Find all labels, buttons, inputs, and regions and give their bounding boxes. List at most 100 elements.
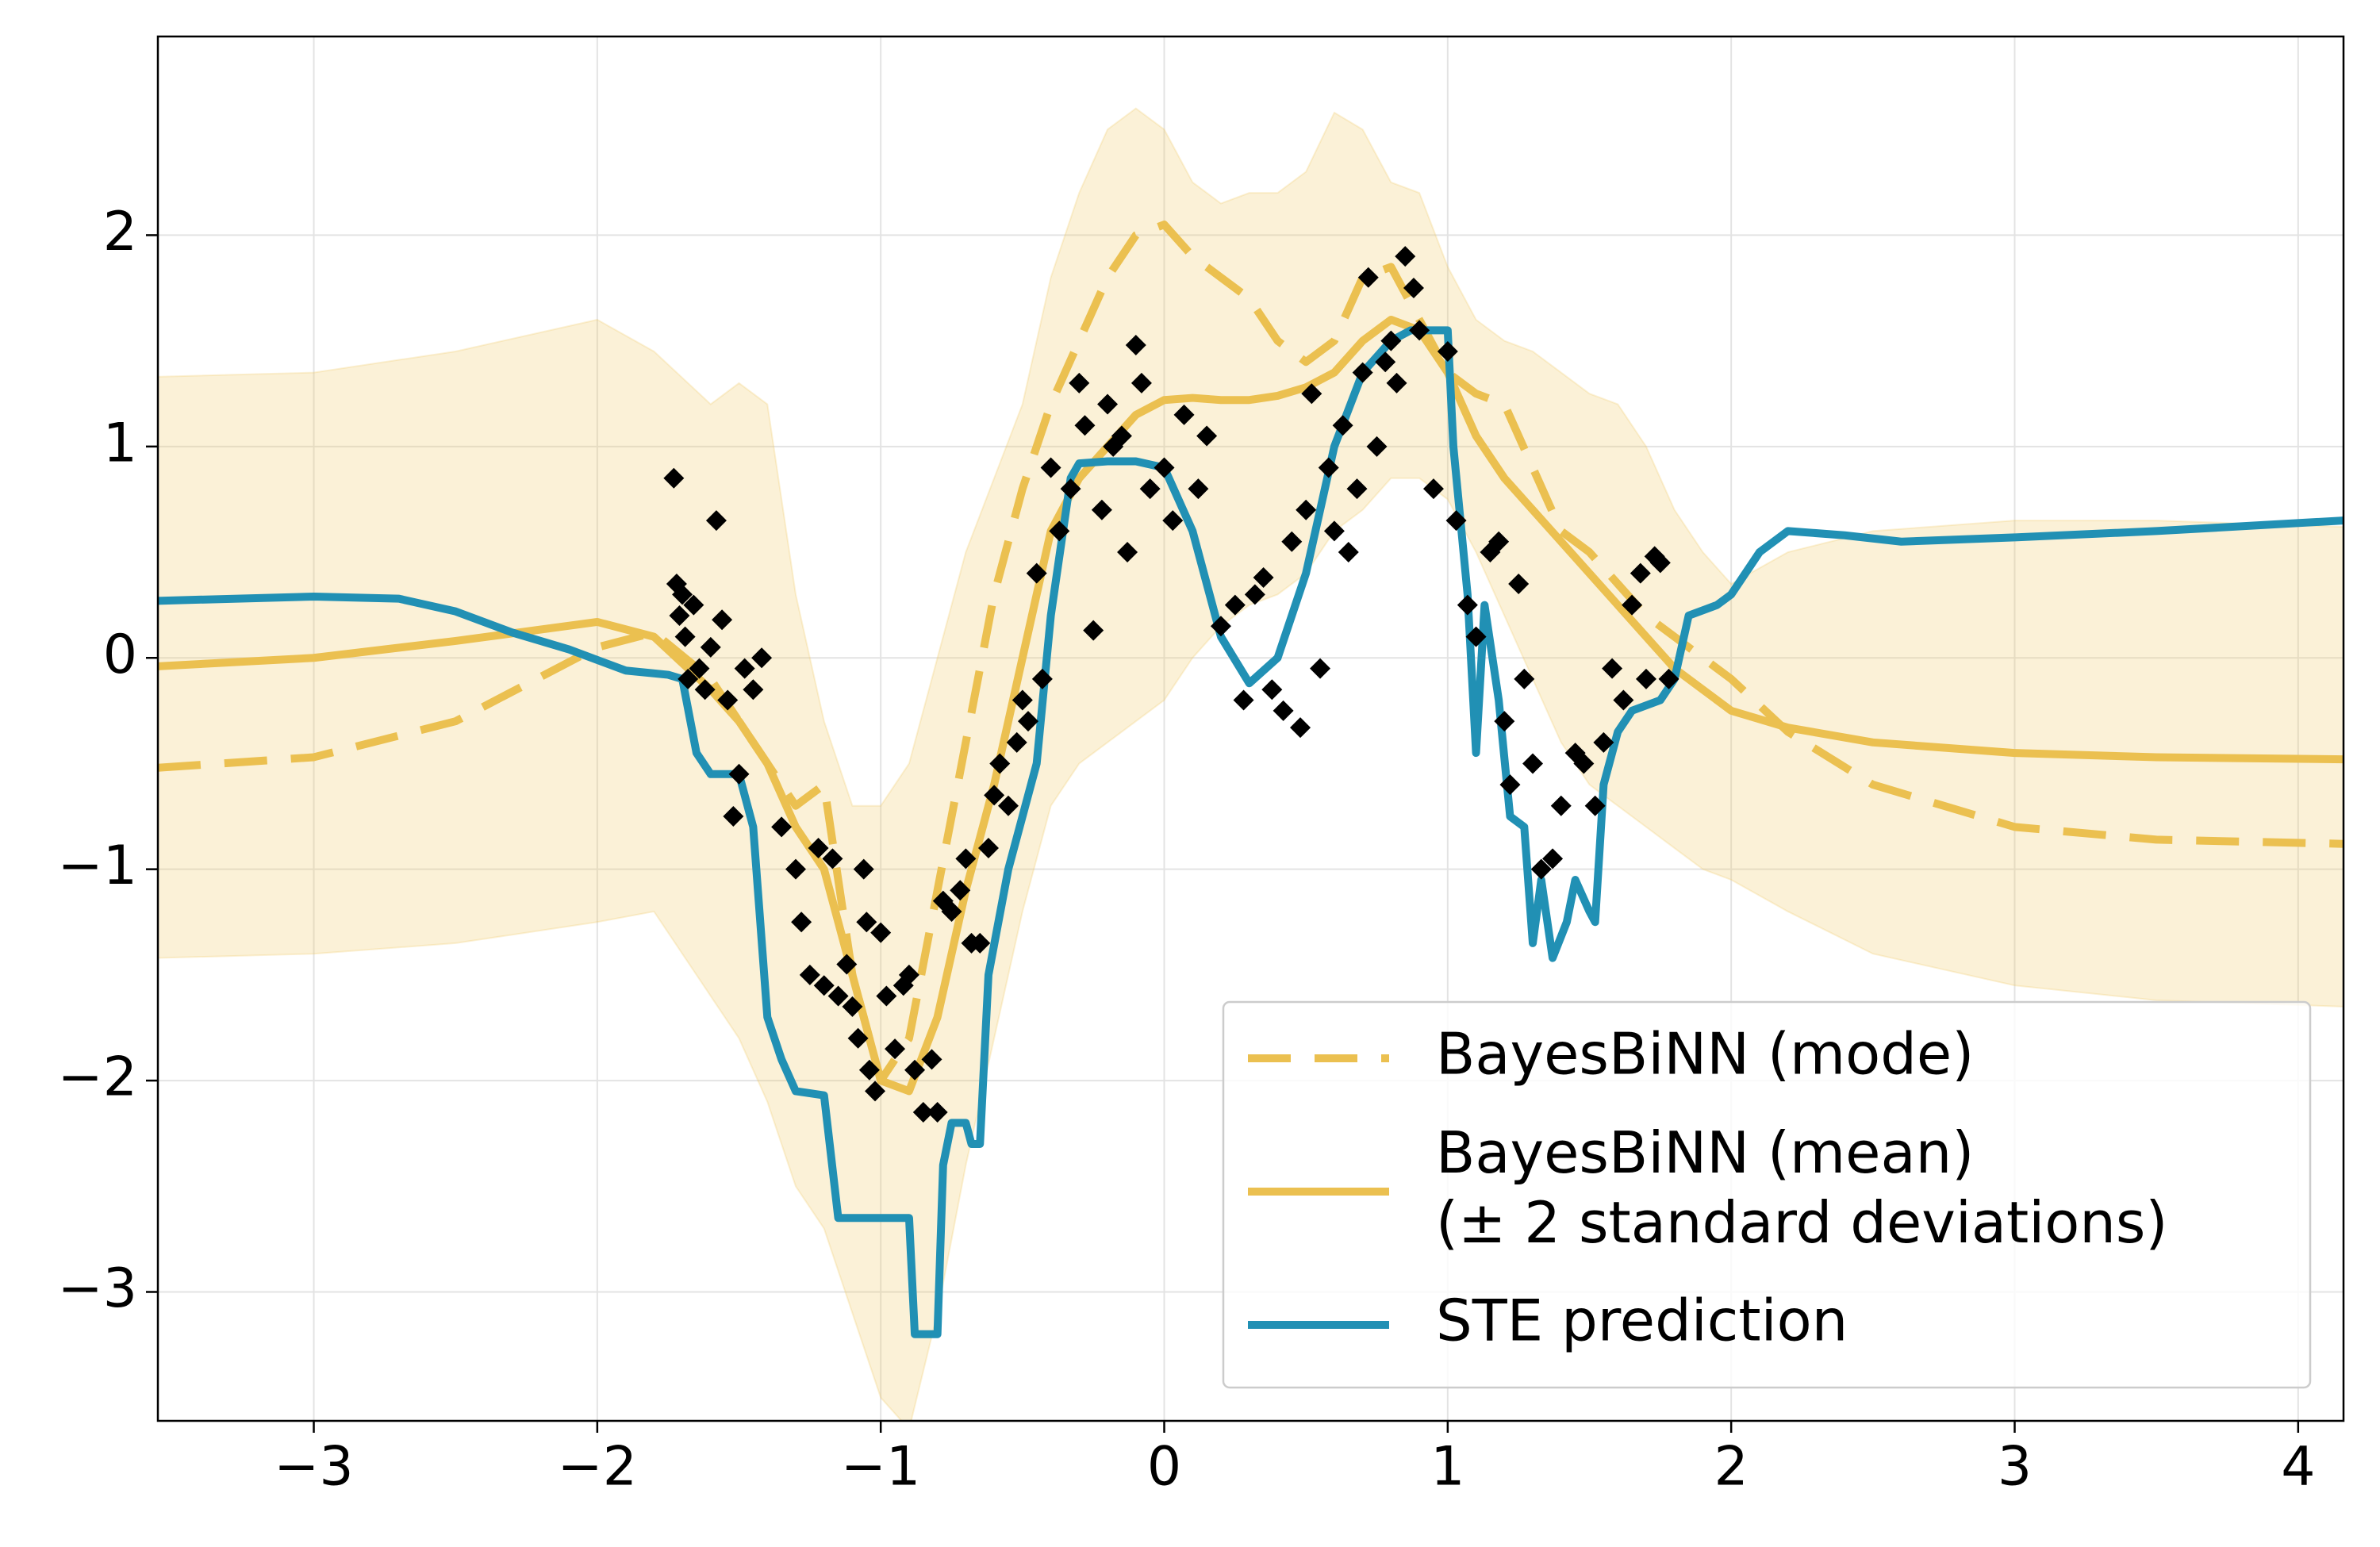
data-point (1323, 520, 1345, 542)
data-point (1530, 858, 1552, 880)
data-point (1457, 594, 1478, 616)
data-point (672, 584, 693, 605)
data-point (847, 1027, 869, 1049)
data-point (1338, 542, 1359, 563)
data-point (799, 964, 820, 985)
data-point (927, 1102, 948, 1123)
data-point (1017, 711, 1038, 732)
data-point (1210, 616, 1231, 637)
data-point (1060, 478, 1081, 500)
x-tick-label: 3 (1998, 1436, 2032, 1499)
data-point (743, 679, 764, 701)
data-point (1310, 658, 1331, 679)
data-point (734, 658, 755, 679)
data-point (1097, 393, 1119, 415)
x-tick-label: 0 (1147, 1436, 1181, 1499)
ticks: −3 −2 −1 0 1 2 3 4 −3 −2 −1 0 1 2 (58, 201, 2316, 1499)
data-point (941, 900, 962, 922)
data-point (1111, 425, 1132, 447)
data-point (674, 626, 696, 647)
data-point (1091, 499, 1112, 520)
data-point (1622, 594, 1643, 616)
line (158, 315, 2344, 1096)
data-point (1658, 668, 1679, 689)
data-point (1445, 510, 1467, 532)
data-point (712, 609, 733, 631)
data-point (813, 975, 835, 996)
data-point (1040, 457, 1061, 478)
x-tick-label: −3 (274, 1436, 353, 1499)
data-point (689, 658, 710, 679)
data-point (717, 689, 739, 711)
data-point (969, 932, 991, 954)
data-point (1366, 436, 1388, 457)
data-point (822, 848, 843, 869)
data-point (723, 806, 744, 827)
data-point (1130, 372, 1152, 393)
data-point (876, 985, 897, 1007)
data-point (1296, 499, 1317, 520)
data-point (997, 795, 1019, 816)
x-tick-label: 1 (1430, 1436, 1464, 1499)
data-point (898, 964, 919, 985)
data-point (1649, 552, 1671, 574)
data-point (1422, 478, 1444, 500)
data-point (904, 1059, 926, 1081)
data-point (1375, 351, 1396, 373)
x-tick-label: −1 (841, 1436, 920, 1499)
data-point (771, 816, 793, 838)
data-point (1550, 795, 1572, 816)
data-point (1593, 731, 1614, 753)
data-point (663, 467, 685, 489)
x-tick-label: 2 (1714, 1436, 1749, 1499)
legend-label: BayesBiNN (mean) (± 2 standard deviations… (1436, 1119, 2168, 1256)
data-point (1069, 372, 1090, 393)
data-point (1332, 415, 1353, 436)
data-point (1196, 425, 1218, 447)
data-point (1290, 717, 1311, 739)
data-point (1031, 668, 1053, 689)
legend-box (1222, 1000, 2312, 1389)
data-point (1635, 668, 1656, 689)
data-point (885, 1038, 906, 1060)
data-point (1386, 372, 1407, 393)
data-point (989, 753, 1011, 774)
axes-frame (156, 35, 2345, 1422)
data-point (1514, 668, 1535, 689)
data-point (669, 605, 690, 626)
data-point (1630, 562, 1651, 584)
data-point (921, 1049, 942, 1070)
data-point (1281, 531, 1303, 552)
data-point (1173, 404, 1195, 425)
data-point (1409, 320, 1430, 341)
x-tick-label: 4 (2281, 1436, 2315, 1499)
data-point (870, 922, 892, 943)
data-point (705, 510, 727, 532)
legend-label: STE prediction (1436, 1288, 1848, 1354)
data-point (1117, 542, 1138, 563)
data-point (1542, 848, 1564, 869)
data-point (728, 763, 750, 785)
data-point (1522, 753, 1544, 774)
data-point (1301, 383, 1322, 405)
data-point (1012, 689, 1033, 711)
data-point (1074, 415, 1096, 436)
data-point (1188, 478, 1209, 500)
data-point (836, 954, 858, 975)
data-point (1357, 267, 1379, 288)
data-point (1049, 520, 1070, 542)
data-point (1244, 584, 1265, 605)
legend: BayesBiNN (mode) BayesBiNN (mean) (± 2 sta… (1222, 1000, 2312, 1389)
data-point (858, 1059, 880, 1081)
data-point (1508, 574, 1530, 595)
data-point (1125, 334, 1146, 355)
data-point (1006, 731, 1027, 753)
data-point (1499, 774, 1521, 796)
data-point (1352, 362, 1373, 383)
data-point (1318, 457, 1339, 478)
data-point (678, 668, 699, 689)
data-point (950, 880, 971, 901)
data-point (791, 912, 812, 933)
data-point (1573, 753, 1595, 774)
data-point (694, 679, 716, 701)
